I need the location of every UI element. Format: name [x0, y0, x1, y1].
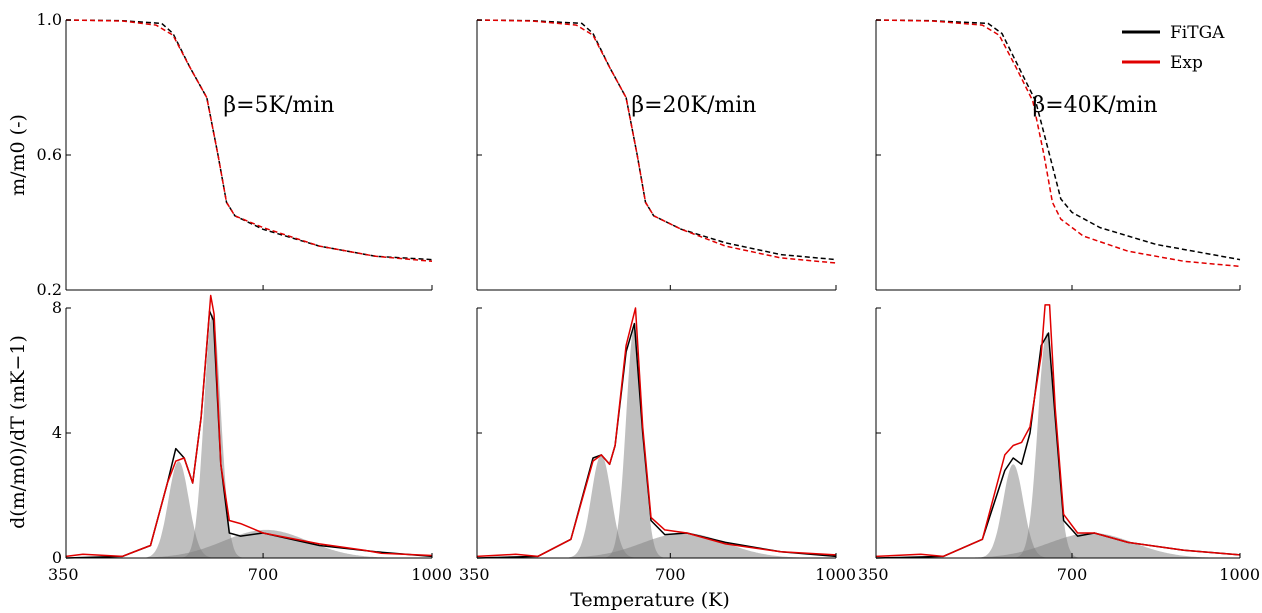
ylabel-bottom: d(m/m0)/dT (mK−1): [7, 335, 29, 529]
series-line-exp: [875, 19, 1241, 268]
x-tick-label: 350: [858, 565, 889, 584]
x-tick-label: 350: [48, 565, 79, 584]
panel-mass-3: β=40K/min: [875, 19, 1241, 291]
y-tick-label: 4: [52, 423, 62, 442]
x-tick-label: 700: [248, 565, 279, 584]
component-peak-3: [876, 533, 1240, 558]
series-line-exp: [476, 307, 837, 558]
x-tick-label: 700: [655, 565, 686, 584]
x-tick-label: 350: [459, 565, 490, 584]
series-line-fitga: [65, 310, 433, 559]
x-tick-label: 700: [1057, 565, 1088, 584]
series-line-fitga: [875, 19, 1241, 261]
legend: FiTGA Exp: [1122, 23, 1225, 73]
series-line-exp: [65, 19, 433, 263]
y-tick-label: 0: [52, 548, 62, 567]
legend-exp-label: Exp: [1170, 53, 1203, 73]
xlabel: Temperature (K): [570, 589, 730, 611]
series-line-exp: [65, 294, 433, 558]
legend-fitga-label: FiTGA: [1170, 23, 1225, 43]
heating-rate-label: β=40K/min: [1033, 93, 1158, 118]
series-line-exp: [476, 19, 837, 264]
x-tick-label: 1000: [411, 565, 452, 584]
panel-rate-2: 350 700 1000: [459, 307, 856, 584]
series-line-fitga: [65, 19, 433, 261]
heating-rate-label: β=5K/min: [223, 93, 334, 118]
component-peak-2: [477, 327, 836, 558]
y-tick-label: 0.6: [37, 145, 62, 164]
panel-rate-3: 350 700 1000: [858, 304, 1260, 584]
y-tick-label: 0.2: [37, 280, 62, 299]
component-peak-2: [876, 333, 1240, 558]
x-tick-label: 1000: [815, 565, 856, 584]
panel-mass-1: 0.2 0.6 1.0 β=5K/min: [37, 10, 433, 299]
series-line-fitga: [476, 19, 837, 261]
y-tick-label: 8: [52, 298, 62, 317]
panel-rate-1: 0 4 8 350 700 1000: [48, 294, 452, 584]
heating-rate-label: β=20K/min: [631, 93, 756, 118]
panels-group: 0.2 0.6 1.0 β=5K/min β=20K/min β=40K/min 0 4 8 35…: [37, 10, 1260, 584]
y-tick-label: 1.0: [37, 10, 62, 29]
component-peak-2: [66, 314, 432, 558]
ylabel-top: m/m0 (-): [7, 114, 29, 196]
panel-mass-2: β=20K/min: [476, 19, 837, 291]
series-line-exp: [875, 304, 1241, 558]
x-tick-label: 1000: [1219, 565, 1260, 584]
component-peak-3: [66, 529, 432, 558]
component-peak-3: [477, 533, 836, 558]
